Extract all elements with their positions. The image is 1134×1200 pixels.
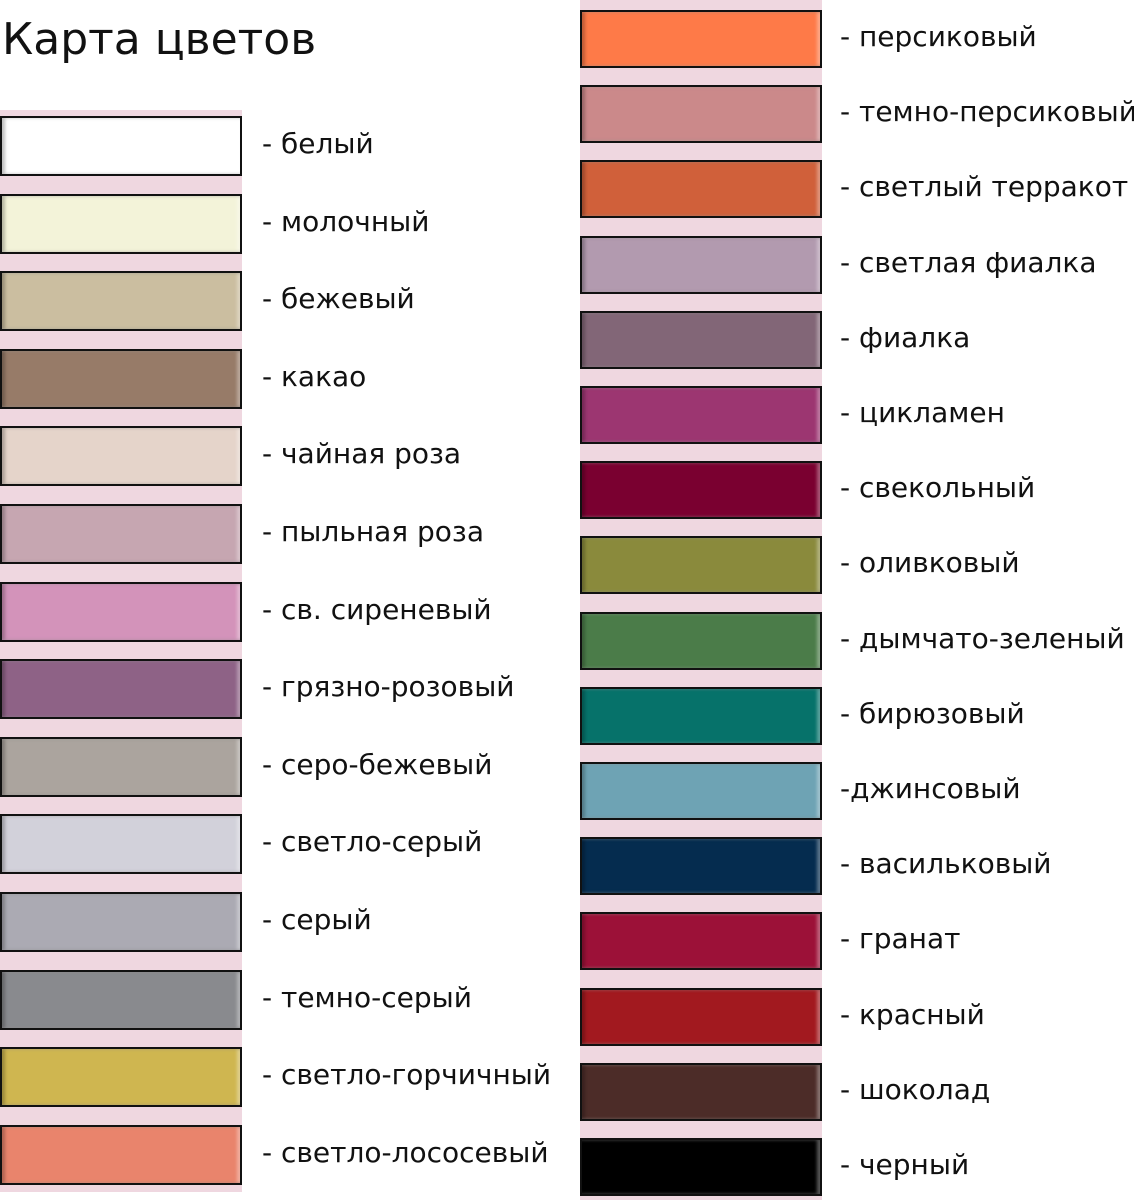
color-label: - грязно-розовый xyxy=(262,670,515,704)
color-label: - пыльная роза xyxy=(262,515,484,548)
color-label: - бежевый xyxy=(262,282,415,316)
color-label: - светло-серый xyxy=(262,825,483,859)
color-swatch xyxy=(580,160,822,219)
color-label: - оливковый xyxy=(840,546,1020,580)
color-swatch xyxy=(0,116,242,176)
page-title: Карта цветов xyxy=(2,14,317,65)
color-swatch xyxy=(0,348,242,409)
color-swatch xyxy=(580,310,822,369)
color-swatch xyxy=(580,1138,822,1196)
color-label: - белый xyxy=(262,127,374,160)
color-swatch xyxy=(0,504,242,564)
color-label: - серый xyxy=(262,903,372,936)
color-swatch xyxy=(0,969,242,1030)
color-label: - какао xyxy=(262,359,367,393)
color-label: - гранат xyxy=(840,922,961,956)
color-swatch xyxy=(580,386,822,444)
color-swatch xyxy=(580,987,822,1046)
color-label: - свекольный xyxy=(840,471,1036,505)
color-swatch xyxy=(0,736,242,797)
color-swatch xyxy=(580,837,822,896)
color-label: - цикламен xyxy=(840,396,1005,429)
color-label: -джинсовый xyxy=(840,772,1021,805)
color-label: - фиалка xyxy=(840,320,971,354)
color-swatch xyxy=(580,686,822,745)
color-label: - шоколад xyxy=(840,1072,991,1106)
color-label: - красный xyxy=(840,997,985,1031)
color-label: - васильковый xyxy=(840,847,1052,881)
color-label: - серо-бежевый xyxy=(262,747,493,781)
color-label: - темно-серый xyxy=(262,980,472,1014)
color-label: - чайная роза xyxy=(262,437,462,471)
color-swatch xyxy=(0,426,242,487)
color-swatch xyxy=(0,271,242,332)
color-label: - светлый терракот xyxy=(840,170,1129,204)
color-swatch xyxy=(0,659,242,720)
color-swatch xyxy=(0,581,242,642)
color-label: - светлая фиалка xyxy=(840,245,1097,279)
color-swatch xyxy=(0,892,242,952)
color-label: - черный xyxy=(840,1148,970,1181)
color-swatch xyxy=(580,762,822,820)
color-swatch xyxy=(580,85,822,144)
color-label: - бирюзовый xyxy=(840,696,1025,730)
color-swatch xyxy=(580,1062,822,1121)
color-swatch xyxy=(0,1124,242,1185)
color-swatch xyxy=(580,536,822,595)
color-label: - светло-лососевый xyxy=(262,1135,549,1169)
color-label: - светло-горчичный xyxy=(262,1058,552,1092)
color-swatch xyxy=(580,10,822,68)
color-swatch xyxy=(0,814,242,875)
color-swatch xyxy=(0,193,242,254)
color-swatch xyxy=(580,912,822,971)
color-label: - дымчато-зеленый xyxy=(840,621,1125,655)
color-swatch xyxy=(580,611,822,670)
color-swatch xyxy=(580,235,822,294)
color-label: - св. сиреневый xyxy=(262,592,492,626)
color-label: - молочный xyxy=(262,204,430,238)
color-label: - темно-персиковый xyxy=(840,95,1134,129)
color-label: - персиковый xyxy=(840,20,1037,53)
color-swatch xyxy=(0,1047,242,1108)
color-swatch xyxy=(580,461,822,520)
